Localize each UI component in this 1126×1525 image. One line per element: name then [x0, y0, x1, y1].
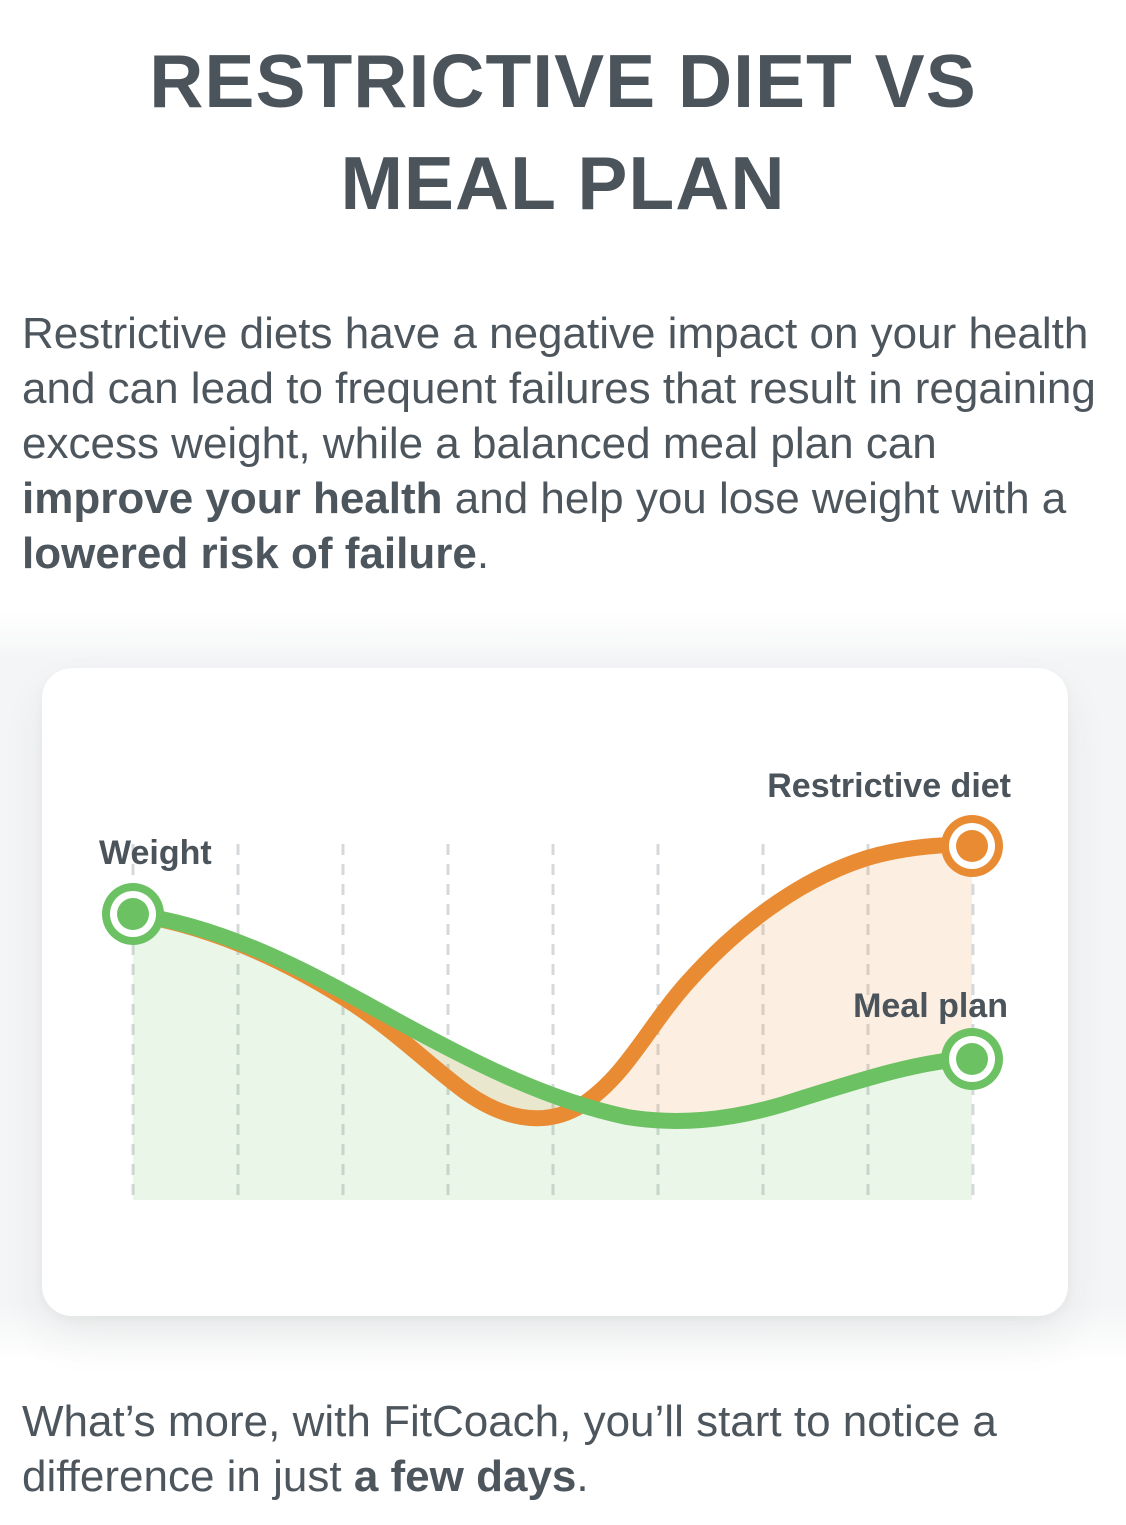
meal-plan-area-fill — [133, 914, 972, 1200]
restrictive-diet-label: Restrictive diet — [767, 767, 1011, 805]
restrictive-diet-end-marker — [941, 815, 1003, 877]
intro-text-2: and help you lose weight with a — [442, 474, 1067, 523]
weight-label: Weight — [99, 834, 212, 872]
intro-text-1: Restrictive diets have a negative impact… — [22, 309, 1096, 468]
meal-plan-end-marker — [941, 1028, 1003, 1090]
outro-text-2: . — [576, 1452, 589, 1501]
intro-text-3: . — [476, 529, 490, 578]
meal-plan-label: Meal plan — [853, 987, 1008, 1025]
weight-start-marker — [102, 883, 164, 945]
intro-bold-lowered-risk: lowered risk of failure — [22, 529, 477, 578]
page-title-line1: RESTRICTIVE DIET VS — [149, 39, 977, 123]
page-title-line2: MEAL PLAN — [340, 141, 786, 225]
outro-bold-few-days: a few days — [353, 1452, 577, 1501]
intro-paragraph: Restrictive diets have a negative impact… — [22, 306, 1104, 581]
chart-card: Weight Restrictive diet Meal plan — [42, 668, 1068, 1316]
weight-trend-chart — [102, 815, 1003, 1200]
page-title: RESTRICTIVE DIET VS MEAL PLAN — [0, 30, 1126, 234]
outro-text-1: What’s more, with FitCoach, you’ll start… — [22, 1397, 997, 1501]
chart-section: Weight Restrictive diet Meal plan — [0, 611, 1126, 1364]
meal-plan-line — [125, 906, 980, 1129]
intro-bold-improve-health: improve your health — [22, 474, 443, 523]
outro-paragraph: What’s more, with FitCoach, you’ll start… — [22, 1394, 1104, 1504]
